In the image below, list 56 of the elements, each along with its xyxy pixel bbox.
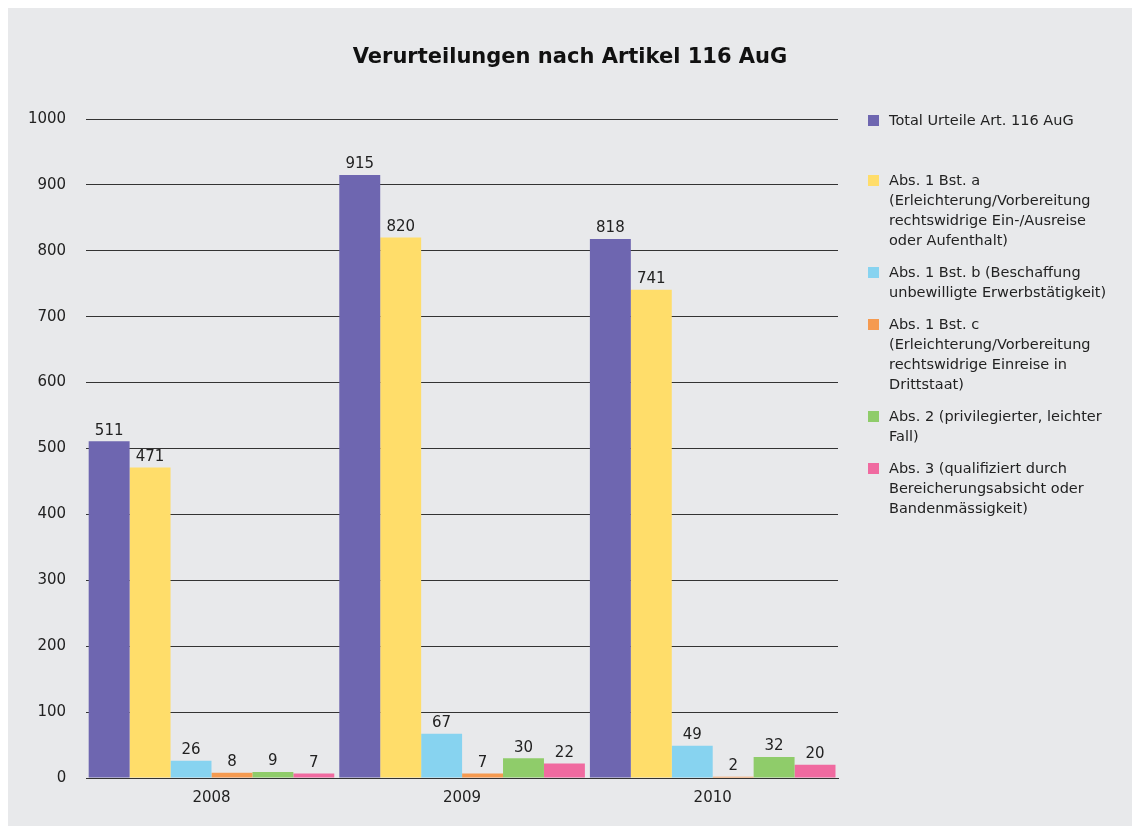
y-tick-label: 100 [37, 701, 67, 720]
y-tick-label: 800 [37, 240, 67, 259]
data-label: 30 [513, 737, 534, 756]
bar [421, 733, 463, 778]
legend-label: Abs. 1 Bst. a (Erleichterung/Vorbereitung rechtswidrige Ein-/Ausreise oder Aufenthalt) [889, 171, 1092, 250]
data-label: 20 [805, 744, 825, 763]
y-tick-label: 600 [37, 372, 67, 391]
x-tick-label: 2008 [192, 787, 231, 806]
y-tick-label: 300 [37, 570, 67, 589]
bar [630, 289, 672, 778]
data-label: 67 [432, 713, 452, 732]
bar [380, 237, 422, 778]
data-label: 9 [268, 751, 278, 770]
data-label: 2 [728, 756, 738, 775]
bar [170, 760, 212, 778]
y-tick-label: 200 [37, 636, 67, 655]
legend-label: Abs. 1 Bst. c (Erleichterung/Vorbereitung rechtswidrige Einreise in Drittstaat) [889, 315, 1092, 394]
x-tick-label: 2010 [693, 787, 732, 806]
data-label: 8 [227, 752, 237, 771]
y-tick-label: 500 [37, 438, 67, 457]
y-tick-label: 700 [37, 306, 67, 325]
legend-label: Total Urteile Art. 116 AuG [889, 111, 1074, 130]
bar [211, 772, 253, 778]
bar [794, 764, 836, 778]
bar [129, 467, 171, 778]
data-label: 32 [764, 736, 784, 755]
data-label: 511 [94, 420, 124, 439]
legend-label: Abs. 1 Bst. b (Beschaffung unbewilligte Erwerbstätigkeit) [889, 263, 1108, 302]
legend-label: Abs. 3 (qualifiziert durch Bereicherungsabsicht oder Bandenmässigkeit) [889, 459, 1085, 518]
data-label: 741 [636, 269, 666, 288]
bar [543, 763, 585, 778]
bar [339, 175, 381, 778]
bar [503, 758, 544, 778]
bar [671, 745, 713, 778]
x-tick-label: 2009 [442, 787, 482, 806]
bar [252, 772, 294, 778]
data-label: 26 [181, 740, 201, 759]
data-label: 7 [309, 752, 319, 771]
data-label: 7 [477, 752, 488, 771]
y-tick-label: 900 [37, 174, 67, 193]
bar [293, 773, 335, 778]
bar [462, 773, 504, 778]
data-label: 22 [554, 742, 574, 761]
y-tick-label: 400 [37, 504, 67, 523]
data-label: 820 [386, 217, 416, 236]
data-label: 818 [596, 218, 625, 237]
data-label: 471 [135, 447, 165, 465]
y-tick-label: 1000 [27, 108, 67, 127]
bar [589, 238, 631, 778]
bar [88, 441, 130, 778]
legend-label: Abs. 2 (privilegierter, leichter Fall) [889, 407, 1103, 446]
bar [753, 756, 795, 778]
y-tick-label: 0 [56, 767, 67, 786]
data-label: 915 [345, 154, 375, 173]
chart-title: Verurteilungen nach Artikel 116 AuG [351, 43, 789, 70]
data-label: 49 [682, 725, 702, 744]
